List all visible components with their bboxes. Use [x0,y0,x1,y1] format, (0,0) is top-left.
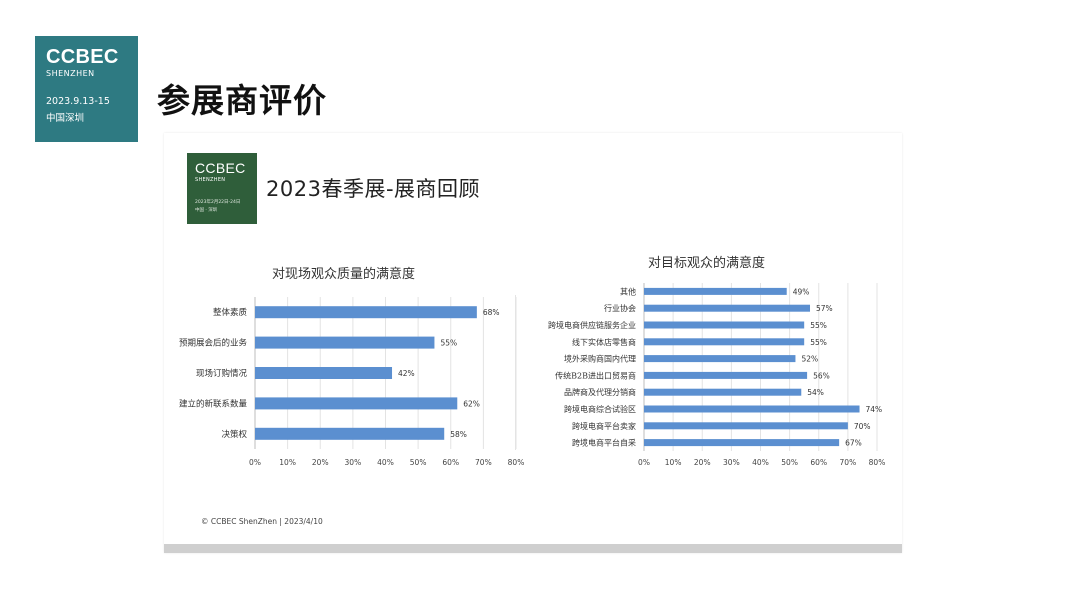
target-value-label: 57% [816,304,833,313]
quality-tick-label: 60% [442,458,459,467]
quality-tick-label: 20% [312,458,329,467]
target-tick-label: 10% [665,458,682,467]
page-title: 参展商评价 [157,81,327,120]
target-value-label: 70% [854,422,871,431]
quality-tick-label: 40% [377,458,394,467]
quality-value-label: 58% [450,430,467,439]
slide-logo-date: 2023年2月22日-24日 [195,200,241,205]
quality-value-label: 68% [483,308,500,317]
target-bar [644,304,811,312]
quality-category-label: 预期展会后的业务 [179,338,248,349]
slide-logo: CCBEC SHENZHEN 2023年2月22日-24日 中国 · 深圳 [187,153,257,224]
embedded-slide: CCBEC SHENZHEN 2023年2月22日-24日 中国 · 深圳 20… [164,133,902,553]
target-category-label: 行业协会 [604,303,636,313]
slide-logo-brand: CCBEC [195,160,246,176]
target-bar [644,405,860,413]
target-bar [644,439,840,447]
slide-logo-city: SHENZHEN [195,177,226,183]
target-tick-label: 40% [752,458,769,467]
quality-tick-label: 0% [249,458,261,467]
logo-date: 2023.9.13-15 [46,96,110,107]
target-value-label: 54% [807,388,824,397]
target-category-label: 跨境电商综合试验区 [564,404,636,414]
target-tick-label: 80% [869,458,886,467]
target-bar [644,371,808,379]
quality-tick-label: 70% [475,458,492,467]
quality-value-label: 62% [463,399,480,408]
quality-category-label: 决策权 [221,429,247,440]
quality-value-label: 55% [440,339,457,348]
target-tick-label: 50% [781,458,798,467]
target-value-label: 52% [801,355,818,364]
logo-brand: CCBEC [46,46,119,68]
target-tick-label: 0% [638,458,650,467]
quality-category-label: 现场订购情况 [196,368,248,379]
target-value-label: 67% [845,439,862,448]
target-value-label: 74% [866,405,883,414]
target-category-label: 线下实体店零售商 [572,337,636,347]
quality-category-label: 整体素质 [213,307,248,318]
chart-title-target-audience: 对目标观众的满意度 [648,256,766,271]
target-bar [644,321,805,329]
quality-bar [255,336,435,349]
target-value-label: 55% [810,321,827,330]
slide-logo-place: 中国 · 深圳 [195,208,218,213]
target-bar [644,355,796,363]
target-category-label: 品牌商及代理分销商 [564,387,636,397]
quality-tick-label: 30% [345,458,362,467]
quality-tick-label: 50% [410,458,427,467]
event-logo: CCBEC SHENZHEN 2023.9.13-15 中国深圳 [35,36,138,142]
quality-bar [255,397,458,410]
quality-tick-label: 80% [508,458,525,467]
target-bar [644,388,802,396]
target-tick-label: 30% [723,458,740,467]
target-value-label: 49% [793,287,810,296]
logo-city: SHENZHEN [46,69,95,78]
target-value-label: 56% [813,371,830,380]
target-bar [644,422,848,430]
quality-tick-label: 10% [279,458,296,467]
target-tick-label: 20% [694,458,711,467]
slide-footer: © CCBEC ShenZhen | 2023/4/10 [201,517,323,526]
logo-place: 中国深圳 [46,113,85,124]
slide-bottom-bar [164,544,902,553]
slide-title: 2023春季展-展商回顾 [266,177,481,201]
quality-value-label: 42% [398,369,415,378]
quality-category-label: 建立的新联系数量 [179,398,248,409]
quality-bar [255,306,477,319]
target-category-label: 跨境电商平台卖家 [572,421,636,431]
target-tick-label: 70% [840,458,857,467]
chart-title-audience-quality: 对现场观众质量的满意度 [272,267,416,282]
target-category-label: 境外采购商国内代理 [564,354,636,364]
target-bar [644,338,805,346]
target-value-label: 55% [810,338,827,347]
target-bar [644,287,787,295]
target-category-label: 跨境电商平台自采 [572,438,636,448]
quality-bar [255,367,393,379]
target-category-label: 跨境电商供应链服务企业 [548,320,636,330]
target-category-label: 其他 [620,286,636,296]
quality-bar [255,427,445,440]
target-category-label: 传统B2B进出口贸易商 [555,370,636,380]
charts-canvas: 0% 10% 20% 30% 40% 50% 60% 70% 80% 整体素质 68% 预期展会后的业… [179,283,886,467]
target-tick-label: 60% [810,458,827,467]
